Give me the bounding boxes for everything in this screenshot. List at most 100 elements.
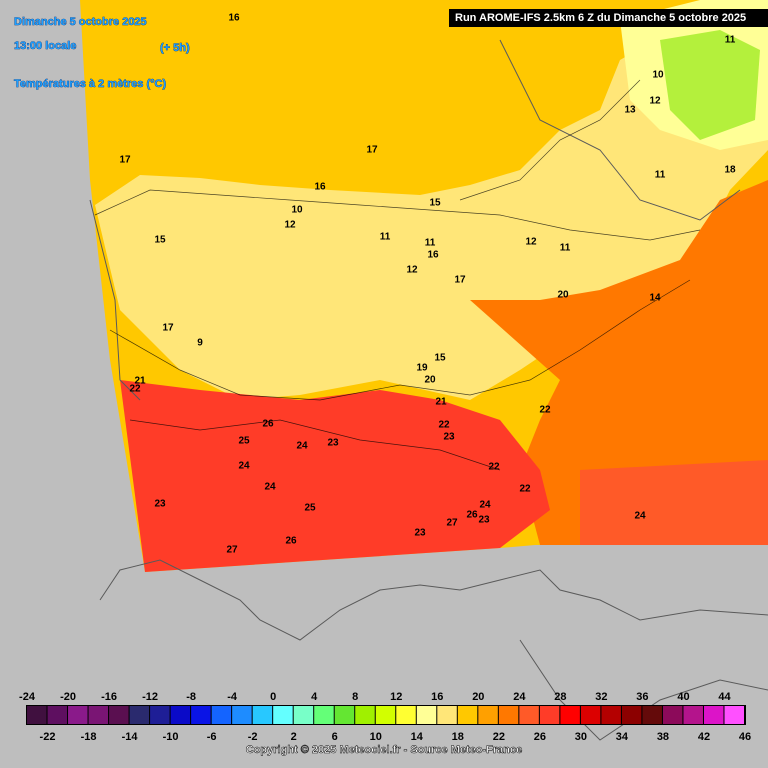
border-line	[499, 39, 741, 221]
contour-label: 12	[649, 96, 661, 107]
legend-tick-label: -4	[227, 691, 238, 703]
legend-tick-label: 40	[677, 691, 689, 703]
legend-tick-label: -20	[60, 691, 76, 703]
legend-tick-label: -22	[40, 731, 56, 743]
color-swatch	[191, 706, 211, 724]
legend-tick-label: 6	[332, 731, 338, 743]
legend-tick-label: -8	[186, 691, 196, 703]
time: 13:00 locale	[14, 40, 76, 52]
contour-label: 25	[238, 436, 250, 447]
contour-label: 23	[327, 438, 339, 449]
color-swatch	[416, 706, 437, 724]
contour-label: 12	[406, 265, 418, 276]
legend-tick-label: 28	[554, 691, 566, 703]
zone-warm-east	[470, 180, 768, 545]
legend-tick-label: -24	[19, 691, 36, 703]
legend-tick-label: 14	[411, 731, 424, 743]
color-swatch	[68, 706, 88, 724]
legend-tick-label: 18	[452, 731, 464, 743]
legend-tick-label: 36	[636, 691, 648, 703]
legend-tick-label: 8	[352, 691, 358, 703]
legend-tick-label: 46	[739, 731, 751, 743]
contour-label: 17	[454, 275, 466, 286]
contour-label: 16	[228, 13, 240, 24]
contour-label: 11	[560, 243, 571, 254]
color-swatch	[170, 706, 191, 724]
contour-label: 26	[285, 536, 297, 547]
run-banner	[449, 9, 768, 27]
legend-tick-label: 32	[595, 691, 607, 703]
legend-tick-label: 4	[311, 691, 318, 703]
zone-green	[660, 30, 760, 140]
contour-label: 23	[414, 528, 426, 539]
legend-tick-label: -14	[122, 731, 139, 743]
contour-label: 16	[314, 182, 326, 193]
color-swatch	[355, 706, 375, 724]
color-swatch	[539, 706, 560, 724]
borders	[89, 39, 768, 741]
coastline-west	[89, 199, 141, 401]
contour-label: 23	[478, 515, 490, 526]
legend-tick-label: -6	[207, 731, 217, 743]
contour-label: 22	[539, 405, 551, 416]
color-swatch	[150, 706, 170, 724]
legend-tick-label: 2	[291, 731, 297, 743]
color-swatch	[519, 706, 539, 724]
zone-hot	[120, 380, 550, 572]
copyright: Copyright © 2025 Meteociel.fr - Source M…	[246, 744, 522, 756]
legend-tick-label: 44	[718, 691, 731, 703]
offset: (+ 5h)	[160, 42, 190, 54]
contour-label: 24	[479, 500, 491, 511]
legend-tick-label: -10	[163, 731, 179, 743]
contour-label: 12	[284, 220, 296, 231]
contour-label: 15	[154, 235, 166, 246]
contour-label: 22	[519, 484, 531, 495]
contour-label: 24	[296, 441, 308, 452]
color-swatch	[375, 706, 396, 724]
isotherm	[129, 419, 501, 471]
color-swatch	[109, 706, 129, 724]
contour-label: 14	[649, 293, 661, 304]
contour-label: 27	[226, 545, 238, 556]
contour-label: 16	[427, 250, 439, 261]
contour-label: 24	[264, 482, 276, 493]
run-info: Run AROME-IFS 2.5km 6 Z du Dimanche 5 oc…	[455, 12, 746, 24]
legend-tick-label: 26	[534, 731, 546, 743]
contour-label: 22	[129, 384, 141, 395]
isotherms	[94, 79, 701, 471]
color-swatch	[47, 706, 68, 724]
contour-label: 12	[525, 237, 537, 248]
contour-label: 11	[425, 238, 436, 249]
color-swatch	[457, 706, 478, 724]
legend-tick-label: 38	[657, 731, 669, 743]
color-swatch	[88, 706, 109, 724]
variable: Températures à 2 mètres (°C)	[14, 78, 166, 90]
isotherm	[459, 79, 641, 201]
color-swatch	[232, 706, 252, 724]
legend-tick-label: -16	[101, 691, 117, 703]
contour-label: 20	[424, 375, 436, 386]
contour-label: 26	[466, 510, 478, 521]
color-swatch	[129, 706, 150, 724]
legend-tick-label: 10	[370, 731, 382, 743]
color-swatch	[273, 706, 293, 724]
contour-label: 17	[119, 155, 131, 166]
legend-tick-label: -12	[142, 691, 158, 703]
date: Dimanche 5 octobre 2025	[14, 16, 147, 28]
legend-tick-label: 20	[472, 691, 484, 703]
color-swatch	[252, 706, 273, 724]
color-swatch	[437, 706, 457, 724]
color-swatch	[601, 706, 621, 724]
color-swatch	[621, 706, 642, 724]
legend-tick-label: 42	[698, 731, 710, 743]
legend-tick-label: 24	[513, 691, 526, 703]
color-swatch	[580, 706, 601, 724]
color-swatch	[27, 706, 47, 724]
legend-tick-label: 34	[616, 731, 629, 743]
contour-label: 15	[429, 198, 441, 209]
color-swatch	[211, 706, 232, 724]
color-swatch	[560, 706, 580, 724]
color-swatch	[642, 706, 662, 724]
color-swatch	[334, 706, 355, 724]
